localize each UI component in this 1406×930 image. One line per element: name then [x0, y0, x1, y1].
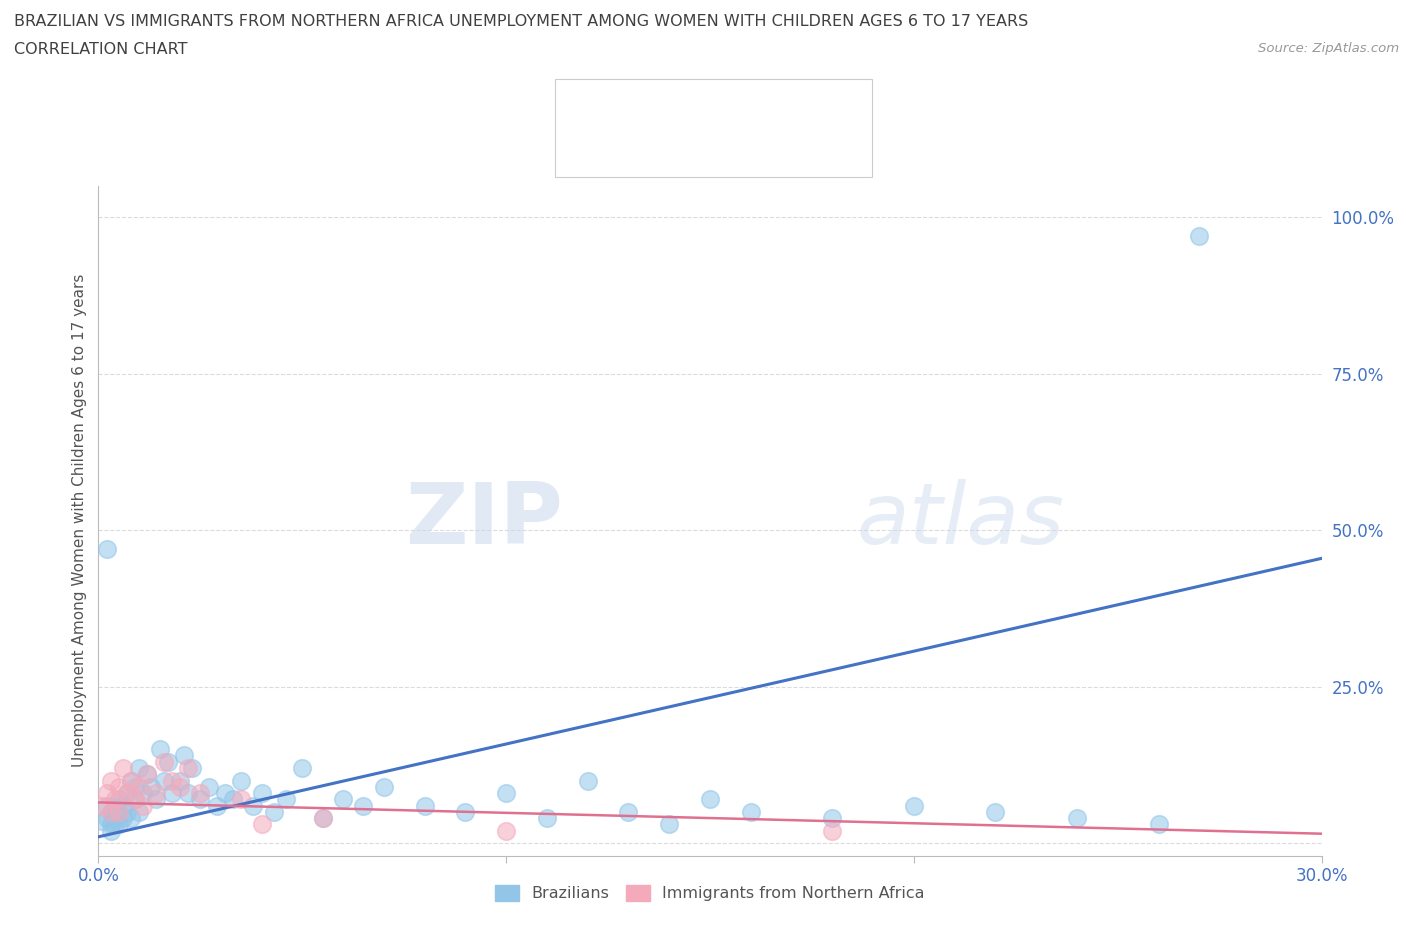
- Point: [100, 804, 122, 819]
- Point: [115, 804, 138, 819]
- Point: [120, 773, 142, 788]
- Point: [136, 767, 159, 782]
- Point: [495, 823, 517, 838]
- Point: [128, 804, 150, 819]
- Point: [149, 742, 172, 757]
- Point: [104, 811, 127, 826]
- Point: [274, 791, 297, 806]
- Point: [352, 798, 374, 813]
- Point: [740, 804, 762, 819]
- Text: BRAZILIAN VS IMMIGRANTS FROM NORTHERN AFRICA UNEMPLOYMENT AMONG WOMEN WITH CHILD: BRAZILIAN VS IMMIGRANTS FROM NORTHERN AF…: [14, 14, 1028, 29]
- Point: [108, 779, 131, 794]
- Point: [108, 817, 131, 831]
- Point: [104, 798, 127, 813]
- Point: [152, 754, 174, 769]
- Text: Source: ZipAtlas.com: Source: ZipAtlas.com: [1258, 42, 1399, 55]
- Point: [108, 804, 131, 819]
- Point: [576, 773, 599, 788]
- Point: [169, 773, 191, 788]
- Point: [169, 779, 191, 794]
- Point: [96, 541, 118, 556]
- Point: [181, 761, 204, 776]
- Point: [124, 791, 146, 806]
- Point: [197, 779, 219, 794]
- Text: CORRELATION CHART: CORRELATION CHART: [14, 42, 187, 57]
- Point: [108, 791, 131, 806]
- Point: [177, 761, 200, 776]
- Text: atlas: atlas: [856, 479, 1064, 563]
- Point: [145, 791, 167, 806]
- Point: [156, 754, 179, 769]
- Legend: Brazilians, Immigrants from Northern Africa: Brazilians, Immigrants from Northern Afr…: [489, 879, 931, 908]
- Point: [152, 773, 174, 788]
- Point: [136, 767, 159, 782]
- Point: [821, 811, 844, 826]
- Point: [903, 798, 925, 813]
- Point: [1147, 817, 1170, 831]
- Point: [124, 779, 146, 794]
- Point: [495, 786, 517, 801]
- Point: [111, 761, 134, 776]
- Point: [250, 817, 273, 831]
- Point: [413, 798, 436, 813]
- Text: ZIP: ZIP: [405, 479, 564, 563]
- Point: [120, 773, 142, 788]
- Point: [242, 798, 264, 813]
- Point: [96, 811, 118, 826]
- Point: [115, 786, 138, 801]
- Point: [658, 817, 681, 831]
- Point: [222, 791, 245, 806]
- Point: [231, 773, 253, 788]
- Point: [332, 791, 354, 806]
- Point: [617, 804, 640, 819]
- Point: [1188, 229, 1211, 244]
- Point: [177, 786, 200, 801]
- Point: [984, 804, 1007, 819]
- Point: [373, 779, 395, 794]
- Point: [100, 823, 122, 838]
- Point: [205, 798, 228, 813]
- Point: [100, 817, 122, 831]
- Text: R = -0.144   N = 25: R = -0.144 N = 25: [609, 138, 786, 155]
- Point: [128, 779, 150, 794]
- Point: [173, 748, 195, 763]
- Point: [120, 811, 142, 826]
- Point: [100, 804, 122, 819]
- Point: [100, 773, 122, 788]
- Point: [214, 786, 236, 801]
- Point: [108, 804, 131, 819]
- Point: [141, 779, 163, 794]
- Point: [312, 811, 335, 826]
- Point: [91, 798, 114, 813]
- Point: [231, 791, 253, 806]
- Point: [454, 804, 477, 819]
- Point: [96, 786, 118, 801]
- Point: [96, 798, 118, 813]
- Point: [111, 811, 134, 826]
- Point: [132, 786, 155, 801]
- Point: [111, 798, 134, 813]
- Point: [124, 791, 146, 806]
- Point: [188, 791, 212, 806]
- Point: [160, 773, 183, 788]
- Point: [160, 786, 183, 801]
- Point: [91, 814, 114, 829]
- Point: [263, 804, 285, 819]
- Point: [132, 798, 155, 813]
- Point: [104, 817, 127, 831]
- Point: [188, 786, 212, 801]
- Point: [536, 811, 558, 826]
- Point: [291, 761, 314, 776]
- Point: [699, 791, 721, 806]
- Y-axis label: Unemployment Among Women with Children Ages 6 to 17 years: Unemployment Among Women with Children A…: [72, 274, 87, 767]
- Point: [1066, 811, 1088, 826]
- Point: [104, 791, 127, 806]
- Point: [312, 811, 335, 826]
- Point: [115, 786, 138, 801]
- Point: [821, 823, 844, 838]
- Text: R =  0.387   N = 65: R = 0.387 N = 65: [609, 98, 785, 115]
- Point: [250, 786, 273, 801]
- Point: [145, 786, 167, 801]
- Point: [128, 761, 150, 776]
